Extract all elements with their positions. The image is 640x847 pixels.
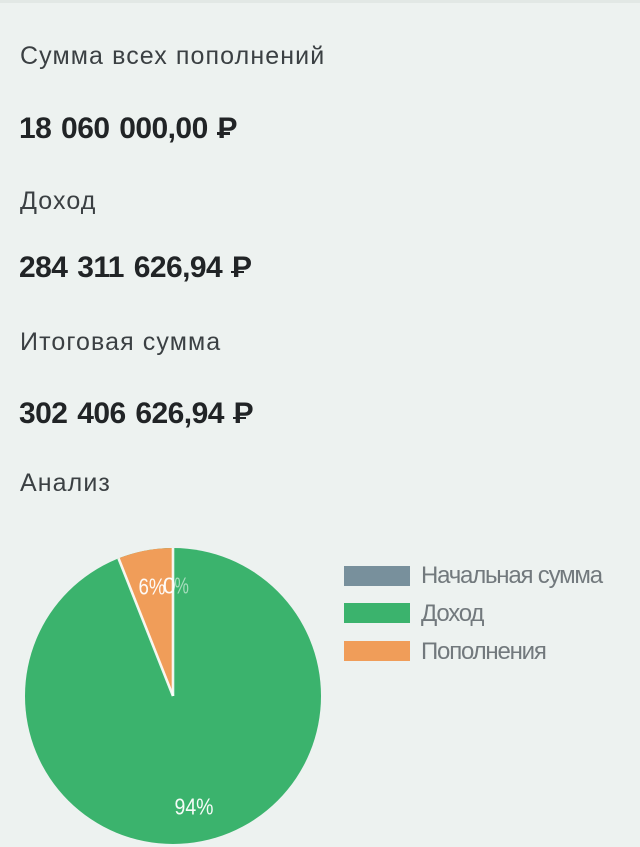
- svg-text:0: 0: [163, 573, 176, 599]
- svg-text:6%: 6%: [139, 574, 166, 600]
- svg-text:94%: 94%: [175, 794, 214, 820]
- svg-text:%: %: [174, 573, 189, 599]
